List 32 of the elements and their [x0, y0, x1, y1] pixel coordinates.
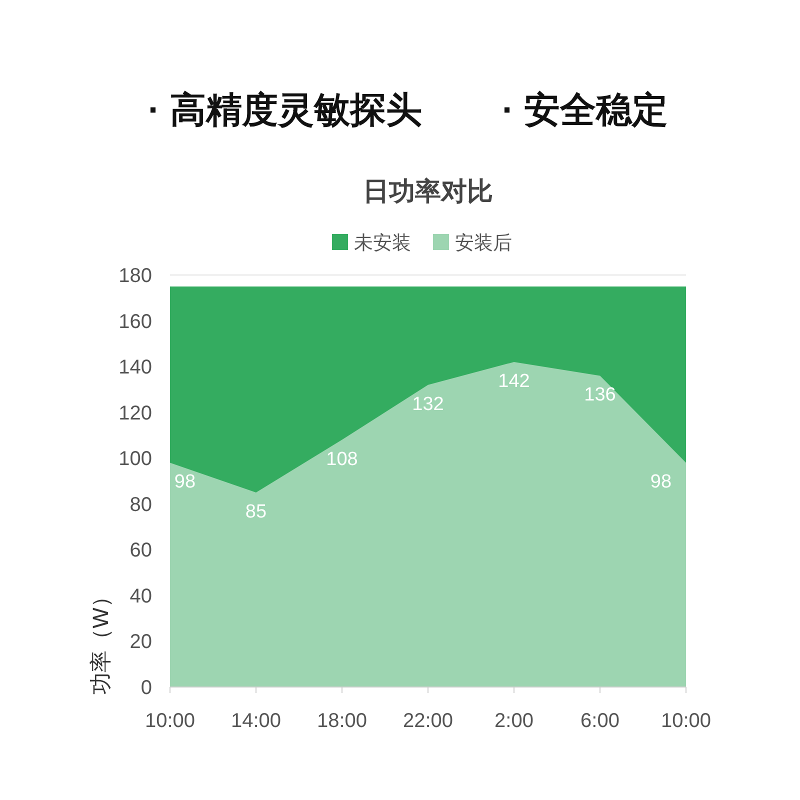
data-label: 136 — [584, 384, 616, 406]
data-label: 85 — [245, 501, 267, 522]
x-tick-label: 22:00 — [402, 710, 454, 732]
y-tick-label: 160 — [118, 310, 152, 333]
legend-未安装: 未安装 — [332, 233, 411, 254]
legend-label: 未安装 — [354, 232, 411, 254]
text: · 安全稳定 — [502, 89, 668, 130]
y-tick-label: 100 — [118, 448, 152, 470]
x-tick-label: 2:00 — [494, 710, 534, 732]
legend-label: 安装后 — [455, 232, 512, 254]
y-tick-label: 20 — [130, 631, 152, 654]
data-label: 108 — [326, 448, 358, 470]
y-tick-label: 40 — [130, 585, 152, 608]
data-label: 142 — [498, 370, 530, 392]
chart-title: 日功率对比 — [363, 176, 493, 206]
data-label: 132 — [412, 394, 444, 415]
text: · 高精度灵敏探头 — [148, 89, 422, 130]
y-tick-label: 60 — [130, 540, 152, 562]
x-tick-label: 18:00 — [316, 710, 368, 732]
x-tick-label: 6:00 — [580, 710, 620, 732]
x-tick-label: 10:00 — [144, 710, 196, 732]
legend-安装后: 安装后 — [433, 233, 512, 254]
data-label: 98 — [174, 472, 196, 493]
x-tick-label: 14:00 — [230, 710, 282, 732]
data-label: 98 — [650, 472, 672, 493]
y-tick-label: 0 — [140, 677, 152, 699]
x-tick-label: 10:00 — [660, 710, 712, 732]
y-tick-label: 180 — [118, 265, 152, 287]
y-tick-label: 80 — [130, 494, 152, 516]
y-tick-label: 120 — [118, 402, 152, 424]
y-axis-title: 功率（W） — [88, 586, 113, 694]
y-tick-label: 140 — [118, 356, 152, 379]
